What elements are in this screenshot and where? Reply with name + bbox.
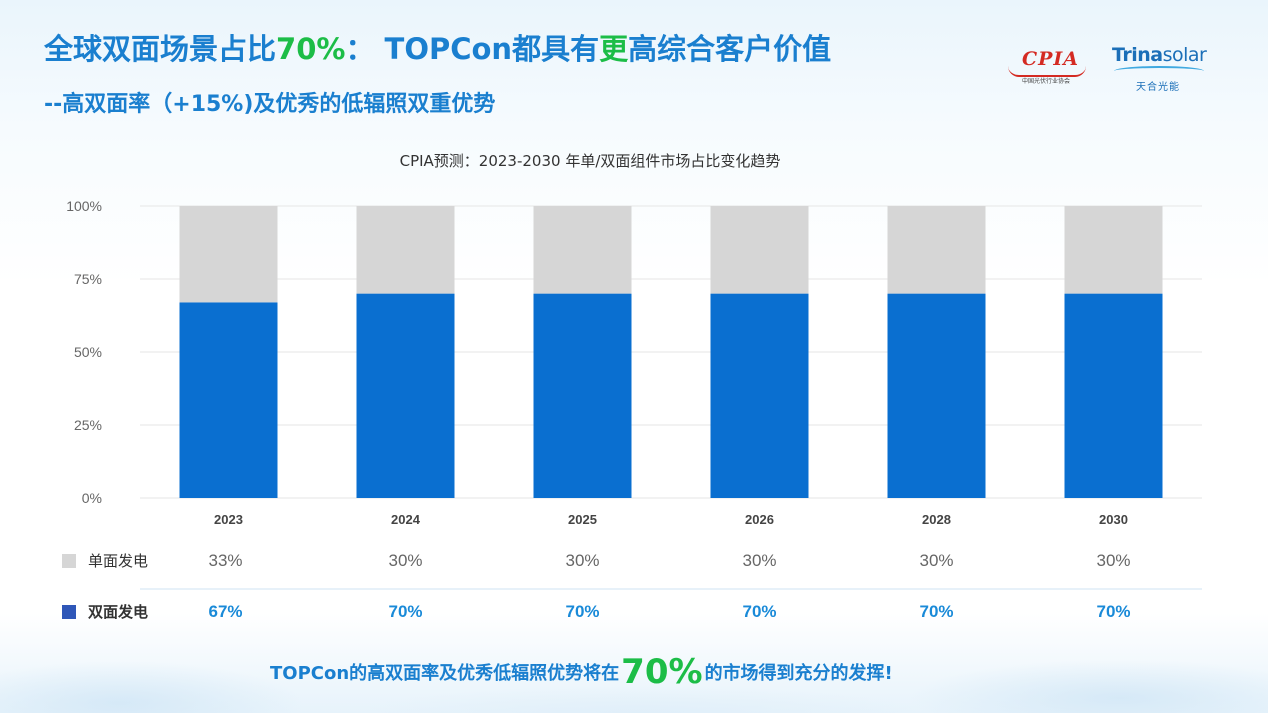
legend-label: 双面发电: [88, 603, 148, 621]
legend-swatch-bifacial: [62, 605, 76, 619]
data-table-value: 30%: [565, 551, 599, 570]
data-table-value: 70%: [388, 602, 422, 621]
bar-monofacial: [887, 206, 986, 294]
bar-monofacial: [533, 206, 632, 294]
slide-subtitle: --高双面率（+15%)及优秀的低辐照双重优势: [44, 92, 496, 117]
data-table-value: 67%: [208, 602, 242, 621]
bar-bifacial: [356, 293, 455, 498]
x-tick-label: 2025: [568, 512, 597, 527]
y-tick-label: 100%: [66, 198, 102, 214]
bar-bifacial: [710, 293, 809, 498]
y-tick-label: 50%: [74, 344, 102, 360]
title-highlight-percent: 70%: [276, 32, 346, 66]
data-table-value: 30%: [1096, 551, 1130, 570]
cpia-logo-subtext: 中国光伏行业协会: [1022, 78, 1071, 85]
data-table-value: 33%: [208, 551, 242, 570]
x-tick-label: 2026: [745, 512, 774, 527]
x-tick-label: 2023: [214, 512, 243, 527]
y-tick-label: 75%: [74, 271, 102, 287]
bar-bifacial: [1064, 293, 1163, 498]
bar-bifacial: [179, 302, 278, 498]
closing-highlight-percent: 70%: [621, 652, 703, 692]
y-tick-label: 25%: [74, 417, 102, 433]
cpia-logo-word: CPIA: [1022, 48, 1080, 70]
data-table-value: 70%: [919, 602, 953, 621]
chart-data-table: 单面发电 33% 30% 30% 30% 30% 30% 双面发电 67% 70% 70% 70% 70…: [62, 551, 1202, 621]
trinasolar-logo: Trinasolar 天合光能: [1112, 44, 1212, 93]
x-tick-label: 2024: [391, 512, 421, 527]
data-table-value: 30%: [388, 551, 422, 570]
trinasolar-logo-cn: 天合光能: [1136, 82, 1180, 93]
bar-bifacial: [887, 293, 986, 498]
bar-monofacial: [1064, 206, 1163, 294]
chart-title: CPIA预测：2023-2030 年单/双面组件市场占比变化趋势: [400, 152, 781, 170]
bar-monofacial: [179, 206, 278, 303]
y-tick-label: 0%: [82, 490, 102, 506]
data-table-value: 30%: [742, 551, 776, 570]
trinasolar-logo-word: Trinasolar: [1112, 44, 1207, 66]
closing-statement: TOPCon的高双面率及优秀低辐照优势将在70% 的市场得到充分的发挥!: [270, 652, 893, 692]
x-tick-label: 2028: [922, 512, 951, 527]
chart-gridlines: [140, 205, 1202, 499]
data-table-value: 70%: [565, 602, 599, 621]
cpia-logo-swoosh-icon: [1008, 66, 1086, 77]
chart-y-axis: 0% 25% 50% 75% 100%: [66, 198, 102, 506]
legend-swatch-monofacial: [62, 554, 76, 568]
bar-monofacial: [710, 206, 809, 294]
chart-bars: [179, 206, 1163, 498]
title-highlight-more: 更: [599, 32, 629, 66]
trinasolar-logo-swoosh-icon: [1114, 66, 1204, 76]
data-table-value: 70%: [1096, 602, 1130, 621]
x-tick-label: 2030: [1099, 512, 1128, 527]
slide-title: 全球双面场景占比70%： TOPCon都具有更高综合客户价值: [44, 32, 832, 66]
data-table-value: 70%: [742, 602, 776, 621]
chart-x-axis: 2023 2024 2025 2026 2028 2030: [214, 512, 1128, 527]
bar-monofacial: [356, 206, 455, 294]
cpia-logo: CPIA 中国光伏行业协会: [1004, 46, 1088, 86]
data-table-value: 30%: [919, 551, 953, 570]
bar-bifacial: [533, 293, 632, 498]
cloud-background: [0, 603, 1268, 713]
legend-label: 单面发电: [88, 552, 148, 570]
